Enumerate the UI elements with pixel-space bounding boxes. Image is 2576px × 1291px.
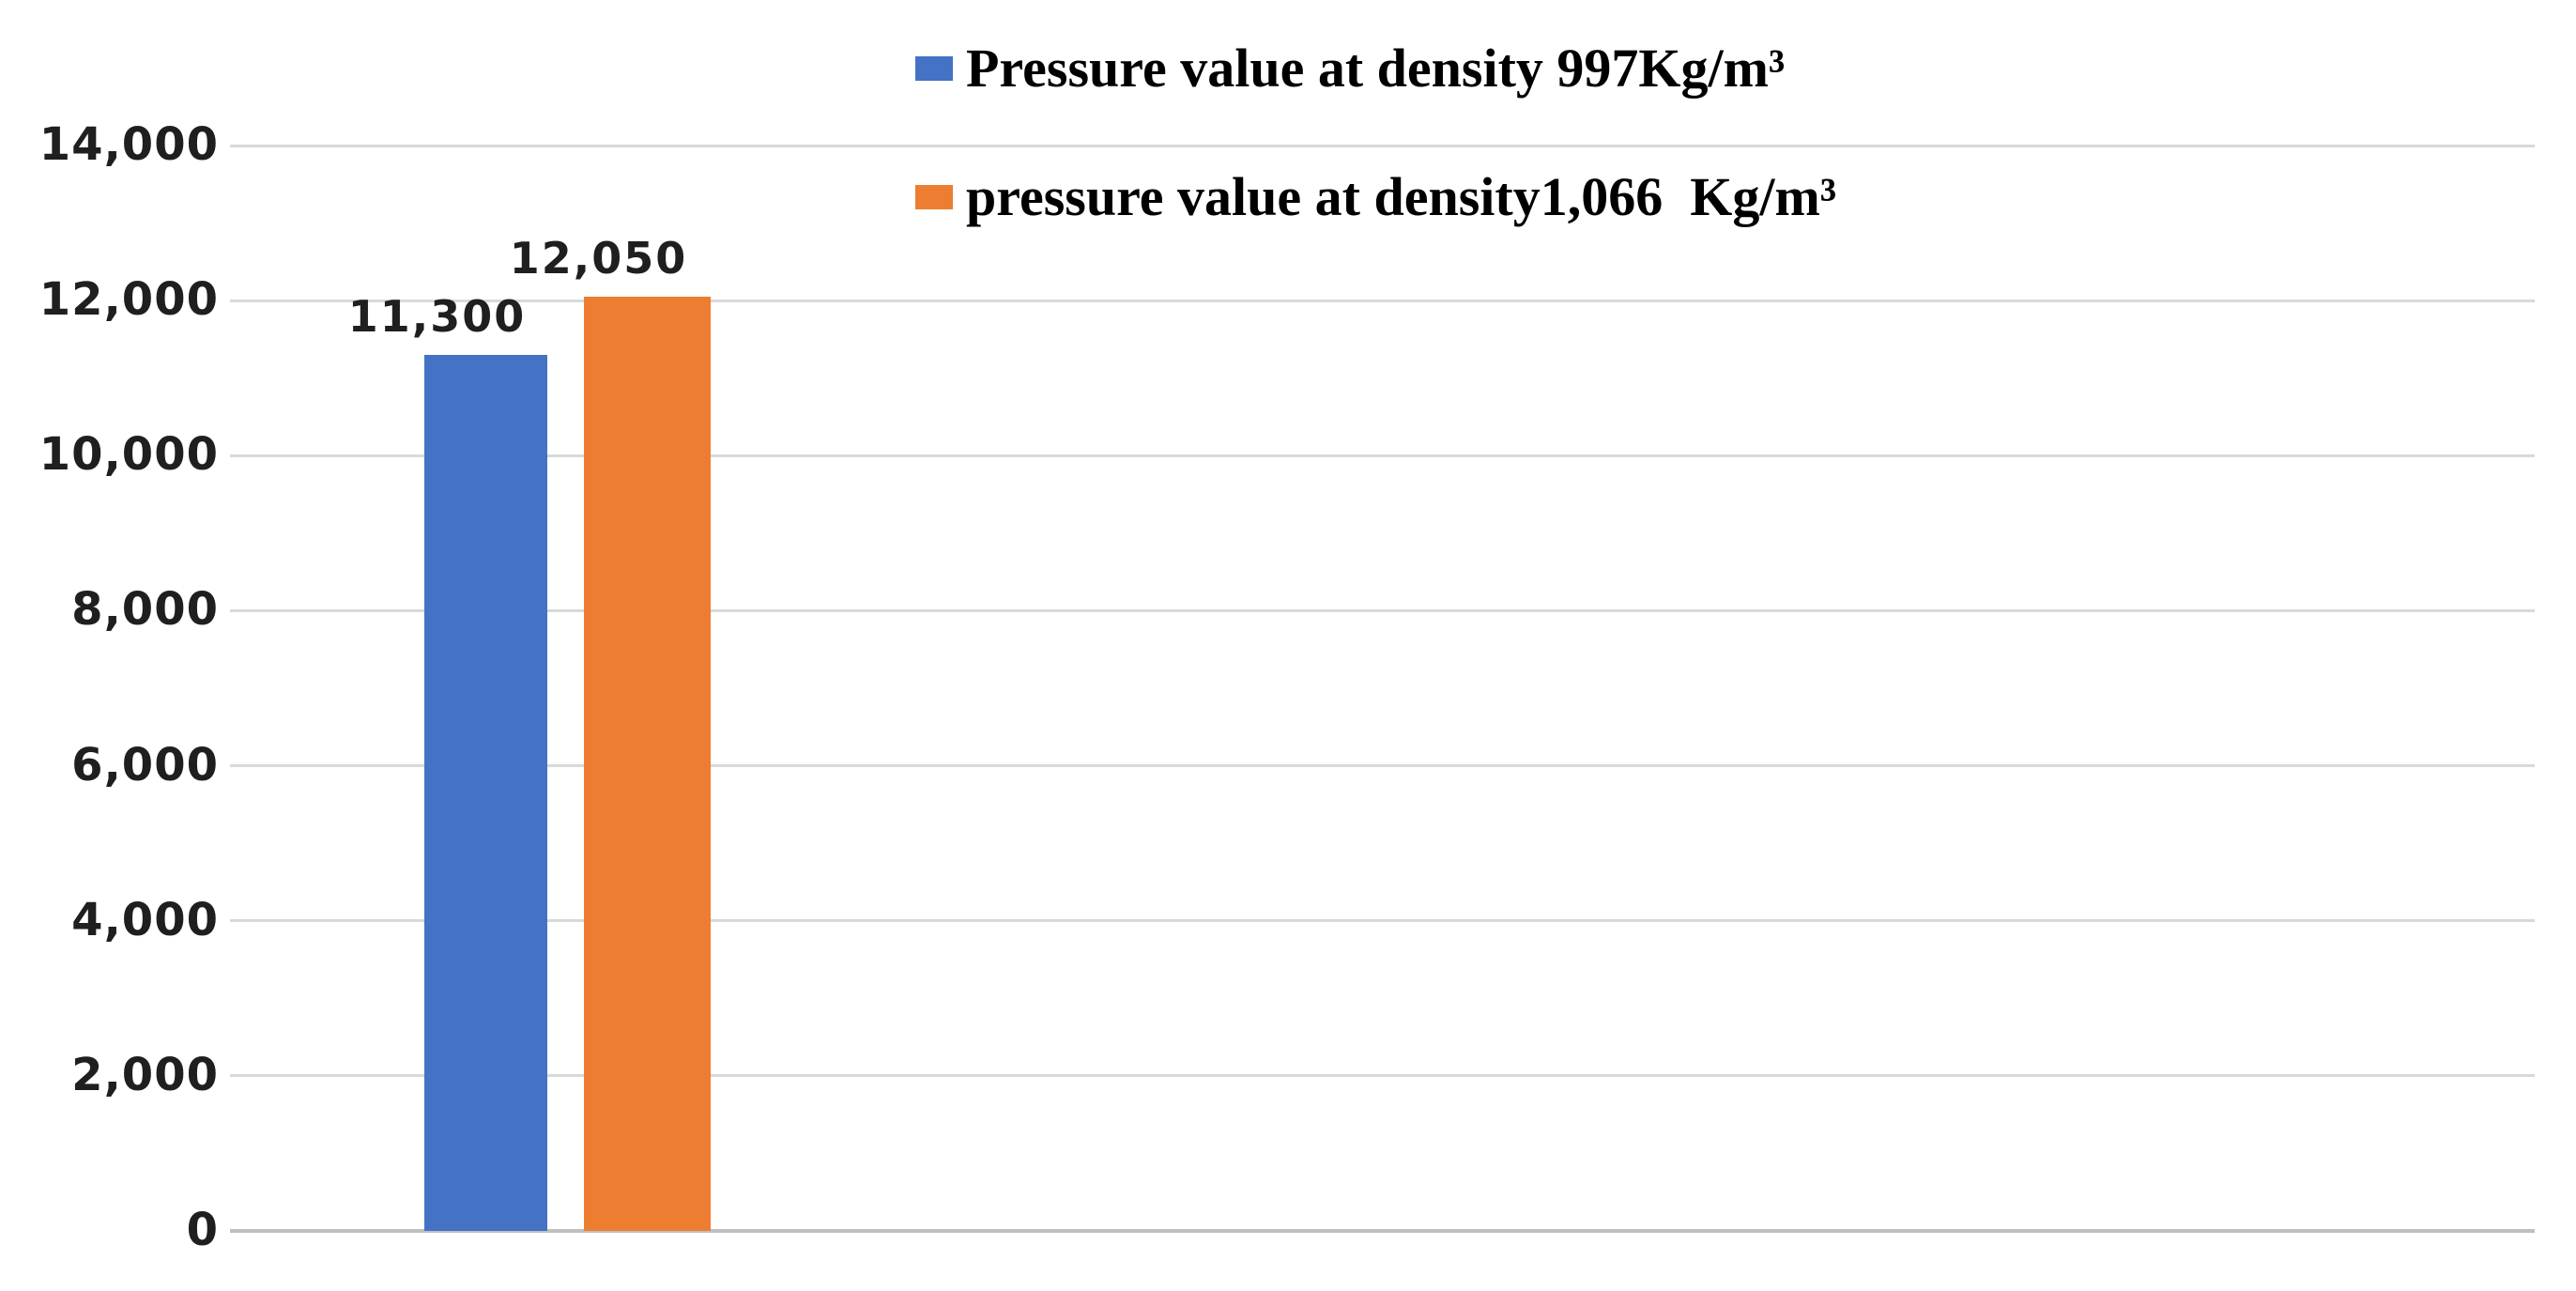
- y-axis-tick-label: 8,000: [71, 583, 219, 637]
- y-axis-tick-label: 0: [186, 1203, 219, 1256]
- gridline: [230, 764, 2535, 768]
- gridline: [230, 1074, 2535, 1078]
- y-axis-tick-label: 12,000: [38, 273, 219, 327]
- gridline: [230, 919, 2535, 923]
- gridline: [230, 144, 2535, 147]
- gridline: [230, 453, 2535, 457]
- y-axis-tick-label: 10,000: [38, 428, 219, 482]
- gridline: [230, 299, 2535, 302]
- legend-marker-1066-icon: [915, 185, 953, 209]
- legend-item-997: Pressure value at density 997Kg/m³: [915, 36, 1785, 101]
- legend-label-997: Pressure value at density 997Kg/m³: [966, 38, 1786, 99]
- data-label-997: 11,300: [347, 290, 527, 342]
- y-axis-tick-label: 2,000: [71, 1048, 219, 1101]
- legend-marker-997-icon: [915, 56, 953, 81]
- y-axis-tick-label: 14,000: [38, 117, 219, 171]
- x-axis-line: [230, 1229, 2535, 1233]
- bar-pressure-1066: [584, 297, 711, 1231]
- y-axis-tick-label: 6,000: [71, 738, 219, 792]
- legend-item-1066: pressure value at density1,066 Kg/m³: [915, 164, 1836, 230]
- gridline: [230, 608, 2535, 612]
- legend-label-1066: pressure value at density1,066 Kg/m³: [966, 166, 1837, 227]
- data-label-1066: 12,050: [509, 233, 688, 284]
- y-axis-tick-label: 4,000: [71, 893, 219, 946]
- bar-pressure-997: [424, 354, 547, 1231]
